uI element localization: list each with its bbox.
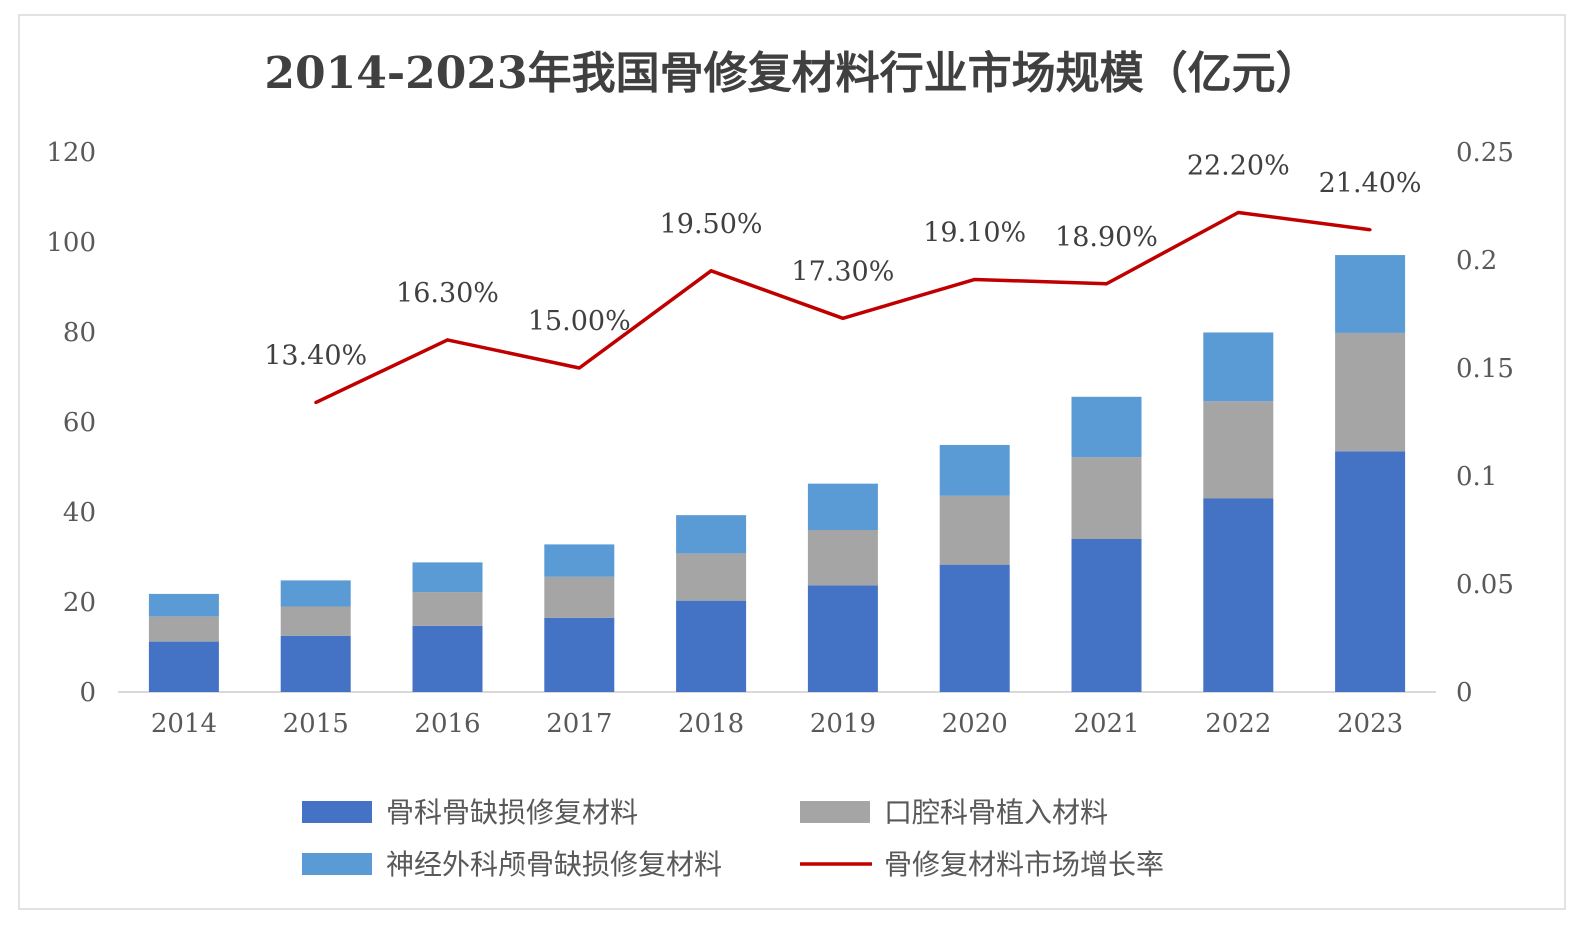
ortho-bone-defect-bar [280, 635, 351, 692]
left-y-tick-label: 120 [46, 138, 96, 168]
legend-label: 骨修复材料市场增长率 [884, 848, 1164, 881]
x-tick-label: 2015 [283, 709, 349, 739]
legend-swatch [800, 801, 870, 823]
growth-rate-point [1105, 282, 1108, 286]
dental-bone-implant-bar [939, 495, 1010, 565]
ortho-bone-defect-bar [544, 617, 615, 692]
x-tick-label: 2020 [942, 709, 1008, 739]
neuro-cranial-repair-bar [676, 515, 747, 554]
x-tick-label: 2021 [1073, 709, 1139, 739]
x-axis-ticks: 2014 2015 2016 2017 2018 2019 2020 2021 2022 2023 [151, 709, 1403, 739]
dental-bone-implant-bar [1335, 332, 1406, 452]
growth-rate-data-label: 21.40% [1319, 168, 1422, 199]
right-y-tick-label: 0.15 [1456, 354, 1514, 384]
left-y-tick-label: 60 [63, 408, 96, 438]
growth-rate-data-label: 17.30% [791, 256, 894, 287]
left-y-tick-label: 0 [79, 678, 96, 708]
growth-rate-point [709, 269, 713, 273]
neuro-cranial-repair-bar [280, 580, 351, 607]
x-tick-label: 2016 [414, 709, 480, 739]
dental-bone-implant-bar [412, 592, 483, 626]
right-y-tick-label: 0 [1456, 678, 1473, 708]
dental-bone-implant-bar [807, 530, 878, 586]
ortho-bone-defect-bar [807, 585, 878, 692]
legend-label: 神经外科颅骨缺损修复材料 [386, 848, 722, 881]
neuro-cranial-repair-bar [939, 444, 1010, 496]
chart-title: 2014-2023年我国骨修复材料行业市场规模（亿元） [264, 48, 1319, 99]
growth-rate-point [973, 277, 977, 281]
growth-rate-point [1236, 210, 1240, 214]
ortho-bone-defect-bar [1335, 451, 1406, 692]
neuro-cranial-repair-bar [544, 544, 615, 577]
growth-rate-data-label: 22.20% [1187, 150, 1290, 181]
growth-rate-point [1368, 228, 1372, 232]
growth-rate-data-label: 19.50% [660, 209, 763, 240]
growth-rate-data-label: 13.40% [264, 341, 367, 372]
x-tick-label: 2023 [1337, 709, 1403, 739]
neuro-cranial-repair-bar [148, 593, 219, 617]
ortho-bone-defect-bar [676, 600, 747, 692]
legend-swatch [302, 801, 372, 823]
growth-rate-data-label: 16.30% [396, 278, 499, 309]
legend-label: 口腔科骨植入材料 [884, 796, 1108, 829]
growth-rate-point [446, 338, 449, 342]
growth-rate-point [577, 366, 581, 370]
growth-rate-data-label: 19.10% [923, 217, 1026, 248]
right-y-tick-label: 0.1 [1456, 462, 1497, 492]
left-y-tick-label: 40 [63, 498, 96, 528]
growth-line: 13.40% 16.30% 15.00% 19.50% 17.30% 19.10% 18.9… [264, 150, 1422, 405]
dental-bone-implant-bar [148, 616, 219, 642]
growth-rate-data-label: 15.00% [528, 306, 631, 337]
left-y-tick-label: 80 [63, 318, 96, 348]
x-tick-label: 2022 [1205, 709, 1271, 739]
bars [148, 255, 1406, 692]
x-tick-label: 2019 [810, 709, 876, 739]
ortho-bone-defect-bar [939, 564, 1010, 692]
dental-bone-implant-bar [1071, 457, 1142, 539]
growth-rate-point [841, 316, 845, 320]
x-tick-label: 2014 [151, 709, 217, 739]
neuro-cranial-repair-bar [1203, 332, 1274, 402]
x-tick-label: 2018 [678, 709, 744, 739]
left-y-tick-label: 100 [46, 228, 96, 258]
right-y-tick-label: 0.05 [1456, 570, 1514, 600]
neuro-cranial-repair-bar [807, 483, 878, 530]
left-y-tick-label: 20 [63, 588, 96, 618]
ortho-bone-defect-bar [1071, 539, 1142, 692]
growth-rate-point [314, 401, 318, 405]
dental-bone-implant-bar [280, 606, 351, 636]
dental-bone-implant-bar [676, 553, 747, 601]
chart-frame [18, 14, 1566, 910]
right-y-tick-label: 0.2 [1456, 246, 1497, 276]
neuro-cranial-repair-bar [412, 562, 483, 593]
left-y-axis: 0 20 40 60 80 100 120 [46, 138, 96, 708]
right-y-tick-label: 0.25 [1456, 138, 1514, 168]
dental-bone-implant-bar [544, 576, 615, 618]
legend-swatch [302, 853, 372, 875]
ortho-bone-defect-bar [148, 641, 219, 692]
x-tick-label: 2017 [546, 709, 612, 739]
neuro-cranial-repair-bar [1335, 255, 1406, 333]
legend-label: 骨科骨缺损修复材料 [386, 796, 638, 829]
growth-rate-data-label: 18.90% [1055, 222, 1158, 253]
dental-bone-implant-bar [1203, 401, 1274, 499]
neuro-cranial-repair-bar [1071, 396, 1142, 458]
right-y-axis: 0 0.05 0.1 0.15 0.2 0.25 [1456, 138, 1514, 708]
ortho-bone-defect-bar [1203, 498, 1274, 692]
ortho-bone-defect-bar [412, 625, 483, 692]
